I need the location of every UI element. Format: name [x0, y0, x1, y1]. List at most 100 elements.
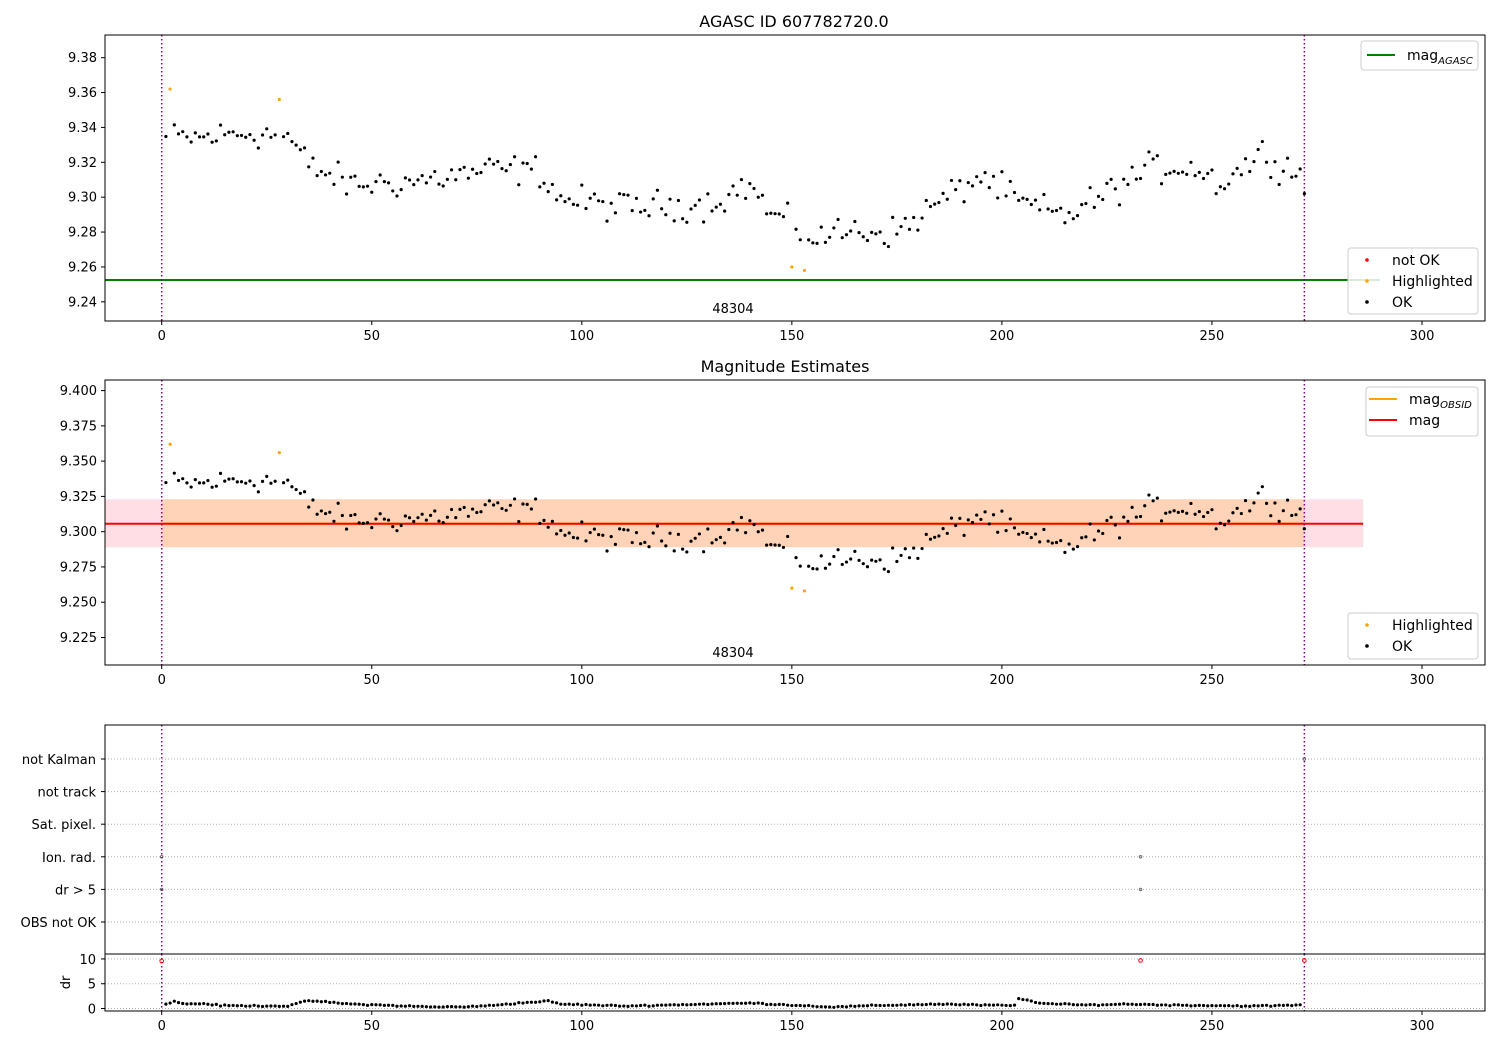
p4-dr-point — [567, 1002, 571, 1006]
p4-dr-point — [1185, 1003, 1189, 1007]
p4-dr-point — [954, 1003, 958, 1007]
p1-ok-point — [1126, 182, 1130, 187]
p4-dr-point — [466, 1005, 470, 1009]
p4-dr-point — [702, 1002, 706, 1006]
p2-ok-point — [941, 527, 945, 531]
p1-ok-point — [273, 133, 277, 137]
p1-ok-point — [849, 229, 853, 233]
p4-dr-point — [550, 1000, 554, 1004]
p1-ok-point — [941, 191, 945, 196]
p4-dr-point — [970, 1002, 975, 1006]
p1-ok-point — [727, 192, 731, 197]
p2-ok-point — [672, 549, 676, 553]
p1-ok-point — [580, 183, 584, 187]
p2-ok-point — [1101, 531, 1105, 536]
p2-ok-point — [185, 481, 189, 485]
p2-ok-point — [1256, 491, 1260, 495]
p2-ok-point — [441, 520, 445, 525]
p2-ok-point — [260, 479, 265, 483]
p2-ok-point — [760, 528, 765, 532]
p2-ok-point — [702, 550, 706, 554]
p2-ok-point — [227, 477, 231, 481]
p2-ok-point — [899, 553, 903, 558]
p4-dr-point — [1285, 1003, 1290, 1007]
p2-ok-point — [1189, 501, 1193, 506]
p2-ok-point — [1214, 527, 1218, 531]
p1-ytick-label: 9.32 — [68, 156, 97, 171]
p2-ok-point — [1105, 518, 1109, 523]
p4-dr-point — [639, 1003, 643, 1008]
p4-dr-point — [1059, 1002, 1063, 1006]
p2-ok-point — [731, 521, 735, 525]
p2-ok-point — [882, 567, 886, 571]
p4-dr-point — [1021, 997, 1025, 1002]
p2-ok-point — [689, 539, 693, 543]
p4-xtick-label: 100 — [569, 1019, 594, 1034]
p1-ok-point — [811, 241, 815, 245]
p4-dr-point — [281, 1004, 286, 1008]
p2-ytick-label: 9.350 — [60, 455, 97, 470]
p2-ok-point — [836, 548, 840, 552]
p1-ok-point — [1088, 186, 1092, 190]
p2-ok-point — [970, 520, 975, 525]
p4-dr-point — [172, 999, 176, 1003]
p1-ok-point — [1038, 208, 1042, 212]
p2-ok-point — [588, 530, 592, 535]
p2-ok-point — [1126, 519, 1130, 524]
p2-ok-point — [538, 521, 542, 525]
p2-ok-point — [681, 547, 685, 551]
p2-ok-point — [781, 545, 786, 550]
p4-dr-point — [483, 1004, 487, 1008]
p4-ytick-label: 5 — [88, 978, 96, 993]
p3-row-label: dr > 5 — [55, 883, 96, 898]
p4-dr-point — [622, 1004, 626, 1008]
p1-xtick-label: 0 — [158, 329, 166, 344]
p2-ok-point — [1210, 508, 1214, 512]
p4-dr-point — [382, 1003, 386, 1007]
p1-ok-point — [227, 130, 231, 134]
p4-dr-point — [1151, 1002, 1155, 1007]
p1-ok-point — [592, 192, 597, 196]
p2-ytick-label: 9.375 — [60, 419, 97, 434]
p2-ok-point — [605, 549, 609, 553]
p4-dr-point — [504, 1002, 508, 1006]
p4-dr-point — [802, 1004, 807, 1008]
p4-dr-point — [857, 1004, 861, 1008]
p2-ok-point — [189, 485, 193, 489]
p2-ytick-label: 9.300 — [60, 525, 97, 540]
p2-ok-point — [979, 517, 983, 522]
p1-ok-point — [214, 139, 218, 143]
p2-ok-point — [1113, 523, 1117, 527]
p3-flag-point — [1138, 887, 1143, 892]
p4-dr-point — [1029, 999, 1033, 1003]
p4-dr-point — [987, 1003, 991, 1007]
p1-ok-point — [1071, 217, 1075, 221]
p4-dr-point — [676, 1003, 681, 1007]
p1-highlighted-point — [168, 87, 172, 91]
p2-ok-point — [412, 519, 416, 524]
p1-ok-point — [1105, 181, 1109, 185]
p1-ok-point — [874, 232, 878, 236]
p2-ok-point — [1147, 493, 1151, 497]
p2-ok-point — [639, 542, 643, 546]
p4-dr-point — [786, 1003, 790, 1007]
p1-ok-point — [508, 162, 512, 167]
p2-ok-point — [475, 510, 479, 515]
p1-ok-point — [332, 182, 336, 186]
p1-bottom-legend-marker — [1365, 300, 1369, 304]
p1-ok-point — [836, 217, 840, 222]
p4-dr-point — [1201, 1003, 1206, 1008]
p4-dr-point — [681, 1002, 685, 1007]
p2-ok-point — [756, 530, 760, 534]
p1-ok-point — [1185, 172, 1189, 176]
p1-ok-point — [748, 182, 752, 186]
p1-ok-point — [613, 211, 618, 215]
p1-ok-point — [1172, 169, 1176, 173]
p2-ok-point — [307, 505, 311, 509]
p2-ok-point — [912, 546, 916, 550]
p2-ok-point — [248, 479, 252, 483]
p2-ok-point — [592, 527, 597, 531]
p2-ok-point — [966, 518, 970, 522]
p2-ok-point — [382, 517, 386, 521]
p4-dr-point — [882, 1003, 886, 1008]
